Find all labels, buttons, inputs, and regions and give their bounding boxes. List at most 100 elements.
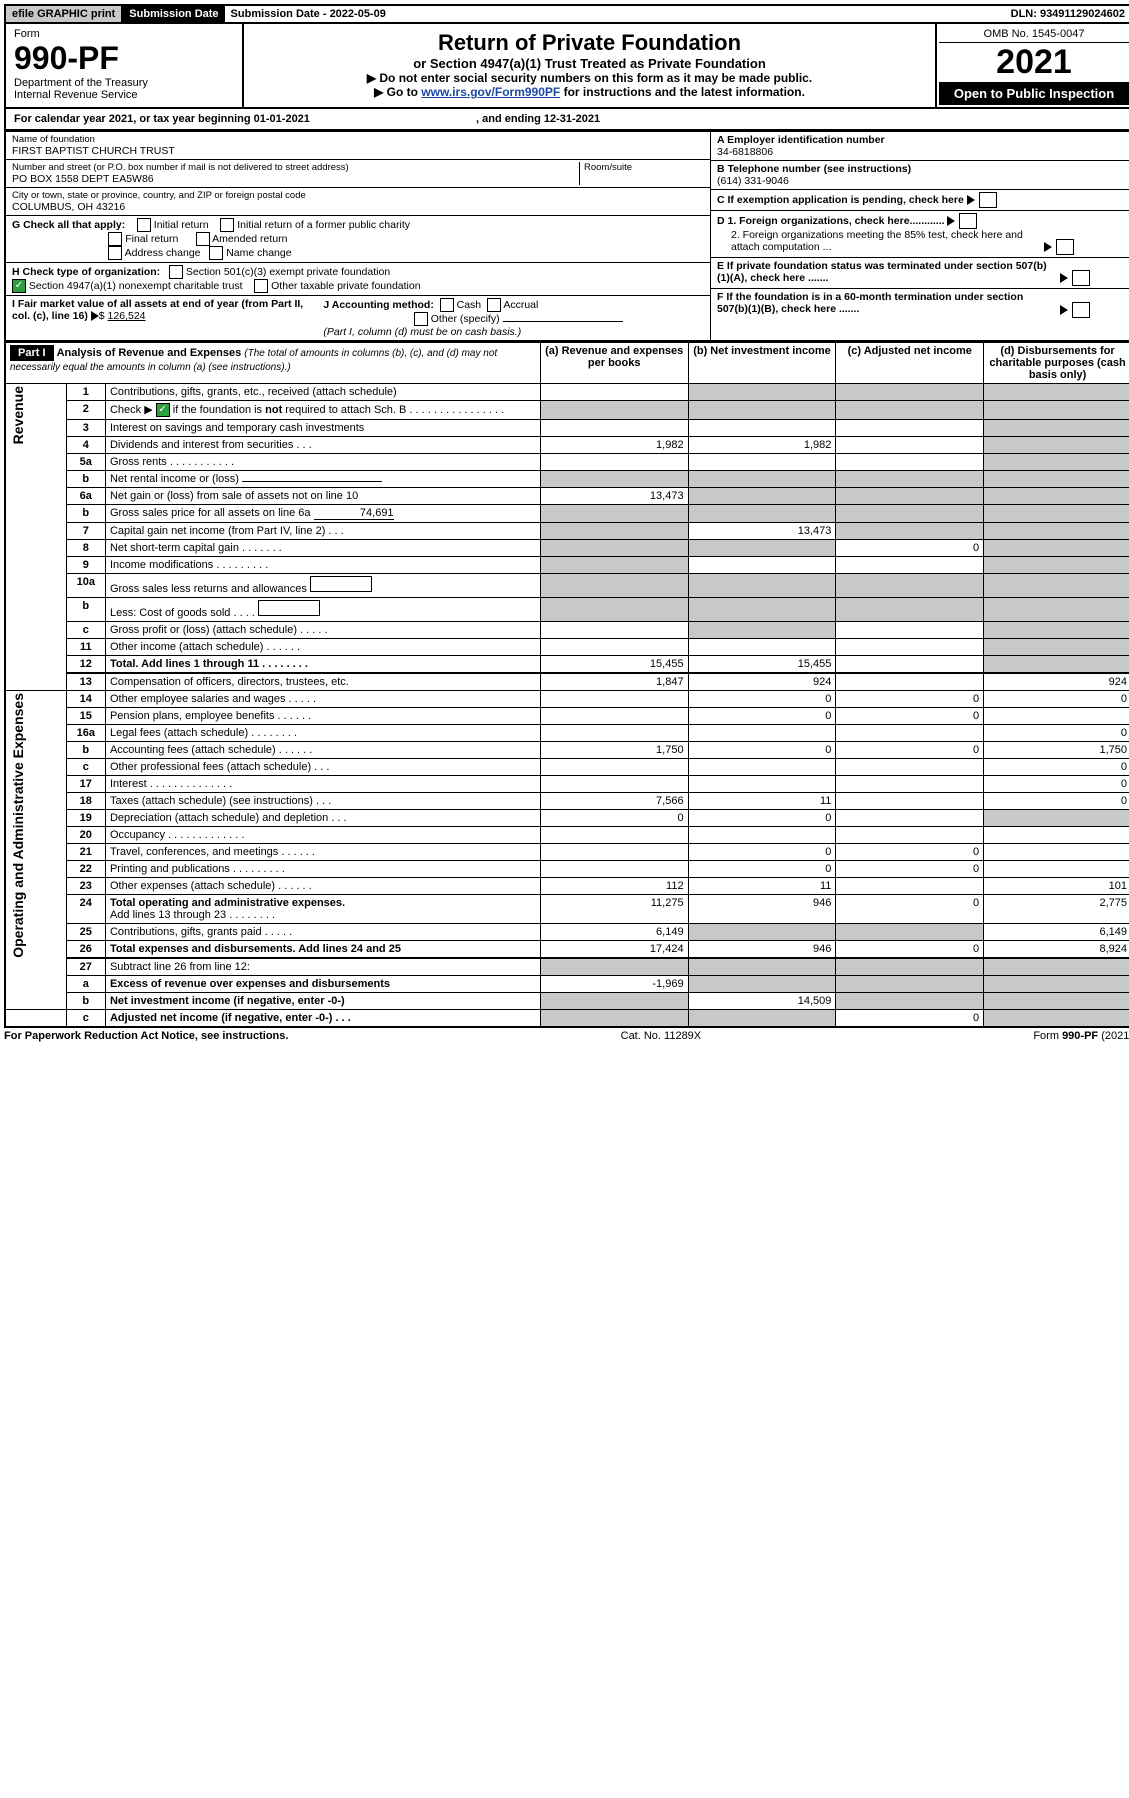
col-d-header: (d) Disbursements for charitable purpose… xyxy=(984,343,1129,384)
r14-d: 0 xyxy=(984,691,1129,708)
row-10a: Gross sales less returns and allowances xyxy=(110,583,307,595)
r26-d: 8,924 xyxy=(984,941,1129,959)
phone-value: (614) 331-9046 xyxy=(717,175,1125,187)
form-subtitle: or Section 4947(a)(1) Trust Treated as P… xyxy=(252,56,927,71)
fmv-value: 126,524 xyxy=(108,310,146,322)
irs-label: Internal Revenue Service xyxy=(14,89,234,101)
e-label: E If private foundation status was termi… xyxy=(717,260,1057,284)
r27a-a: -1,969 xyxy=(540,976,688,993)
r4-a: 1,982 xyxy=(540,437,688,454)
form-note-1: ▶ Do not enter social security numbers o… xyxy=(252,71,927,85)
address-change-checkbox[interactable] xyxy=(108,246,122,260)
other-method-checkbox[interactable] xyxy=(414,312,428,326)
arrow-icon xyxy=(1060,305,1068,315)
f-checkbox[interactable] xyxy=(1072,302,1090,318)
row-13: Compensation of officers, directors, tru… xyxy=(105,673,540,691)
r23-a: 112 xyxy=(540,878,688,895)
col-b-header: (b) Net investment income xyxy=(688,343,836,384)
ein-label: A Employer identification number xyxy=(717,134,1125,146)
foundation-city: COLUMBUS, OH 43216 xyxy=(12,201,704,213)
h-label: H Check type of organization: xyxy=(12,266,160,278)
r24-d: 2,775 xyxy=(984,895,1129,924)
form-title: Return of Private Foundation xyxy=(252,30,927,56)
other-taxable-checkbox[interactable] xyxy=(254,279,268,293)
r19-b: 0 xyxy=(688,810,836,827)
r13-a: 1,847 xyxy=(540,673,688,691)
r18-a: 7,566 xyxy=(540,793,688,810)
final-return-checkbox[interactable] xyxy=(108,232,122,246)
r19-a: 0 xyxy=(540,810,688,827)
r12-b: 15,455 xyxy=(688,656,836,674)
cash-checkbox[interactable] xyxy=(440,298,454,312)
submission-date-label: Submission Date xyxy=(123,6,224,22)
row-5b: Net rental income or (loss) xyxy=(110,473,239,485)
j-accrual: Accrual xyxy=(503,299,538,311)
row-6a: Net gain or (loss) from sale of assets n… xyxy=(105,488,540,505)
row-10c: Gross profit or (loss) (attach schedule)… xyxy=(105,622,540,639)
row-5a: Gross rents . . . . . . . . . . . xyxy=(105,454,540,471)
ein-value: 34-6818806 xyxy=(717,146,1125,158)
arrow-icon xyxy=(1044,242,1052,252)
row-1: Contributions, gifts, grants, etc., rece… xyxy=(105,384,540,401)
c-checkbox[interactable] xyxy=(979,192,997,208)
tax-year: 2021 xyxy=(939,43,1129,82)
note2-post: for instructions and the latest informat… xyxy=(560,85,805,99)
g-final: Final return xyxy=(125,233,178,245)
g-addr: Address change xyxy=(125,247,201,259)
row-16a: Legal fees (attach schedule) . . . . . .… xyxy=(105,725,540,742)
r18-b: 11 xyxy=(688,793,836,810)
row-6b: Gross sales price for all assets on line… xyxy=(110,507,311,519)
row-23: Other expenses (attach schedule) . . . .… xyxy=(105,878,540,895)
r26-c: 0 xyxy=(836,941,984,959)
city-label: City or town, state or province, country… xyxy=(12,190,704,201)
r18-d: 0 xyxy=(984,793,1129,810)
row-17: Interest . . . . . . . . . . . . . . xyxy=(105,776,540,793)
row-8: Net short-term capital gain . . . . . . … xyxy=(105,540,540,557)
r26-b: 946 xyxy=(688,941,836,959)
501c3-checkbox[interactable] xyxy=(169,265,183,279)
row-27a: Excess of revenue over expenses and disb… xyxy=(105,976,540,993)
dept-label: Department of the Treasury xyxy=(14,77,234,89)
row-2: Check ▶ ✓ if the foundation is not requi… xyxy=(105,401,540,420)
accrual-checkbox[interactable] xyxy=(487,298,501,312)
form990pf-link[interactable]: www.irs.gov/Form990PF xyxy=(421,85,560,99)
row-24b: Add lines 13 through 23 . . . . . . . . xyxy=(110,909,275,921)
row-10b: Less: Cost of goods sold . . . . xyxy=(110,607,255,619)
r14-c: 0 xyxy=(836,691,984,708)
name-change-checkbox[interactable] xyxy=(209,246,223,260)
f-label: F If the foundation is in a 60-month ter… xyxy=(717,291,1057,315)
row-19: Depreciation (attach schedule) and deple… xyxy=(105,810,540,827)
row-25: Contributions, gifts, grants paid . . . … xyxy=(105,924,540,941)
schb-checkbox[interactable]: ✓ xyxy=(156,403,170,417)
r7-b: 13,473 xyxy=(688,523,836,540)
r14-b: 0 xyxy=(688,691,836,708)
form-number: 990-PF xyxy=(14,40,234,77)
r16b-a: 1,750 xyxy=(540,742,688,759)
g-initial-former: Initial return of a former public charit… xyxy=(237,219,410,231)
g-initial: Initial return xyxy=(154,219,209,231)
efile-print-button[interactable]: efile GRAPHIC print xyxy=(6,6,123,22)
e-checkbox[interactable] xyxy=(1072,270,1090,286)
j-label: J Accounting method: xyxy=(323,299,433,311)
row-14: Other employee salaries and wages . . . … xyxy=(105,691,540,708)
row-9: Income modifications . . . . . . . . . xyxy=(105,557,540,574)
g-name: Name change xyxy=(226,247,291,259)
r6a-a: 13,473 xyxy=(540,488,688,505)
initial-return-checkbox[interactable] xyxy=(137,218,151,232)
calendar-year-row: For calendar year 2021, or tax year begi… xyxy=(4,109,1129,131)
d1-label: D 1. Foreign organizations, check here..… xyxy=(717,215,945,227)
r16a-d: 0 xyxy=(984,725,1129,742)
amended-return-checkbox[interactable] xyxy=(196,232,210,246)
r24-a: 11,275 xyxy=(540,895,688,924)
r12-a: 15,455 xyxy=(540,656,688,674)
4947-checkbox[interactable]: ✓ xyxy=(12,279,26,293)
room-label: Room/suite xyxy=(584,162,704,173)
arrow-icon xyxy=(967,195,975,205)
initial-former-checkbox[interactable] xyxy=(220,218,234,232)
d2-label: 2. Foreign organizations meeting the 85%… xyxy=(717,229,1041,253)
footer-right: Form 990-PF (2021) xyxy=(1033,1030,1129,1042)
arrow-icon xyxy=(1060,273,1068,283)
d1-checkbox[interactable] xyxy=(959,213,977,229)
d2-checkbox[interactable] xyxy=(1056,239,1074,255)
row-22: Printing and publications . . . . . . . … xyxy=(105,861,540,878)
